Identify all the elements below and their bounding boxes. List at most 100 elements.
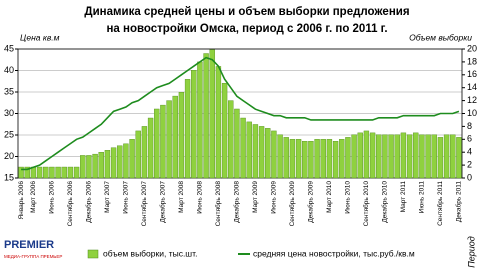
x-tick-label: Декабрь 2009: [307, 181, 315, 223]
bar: [431, 134, 437, 179]
bar: [295, 139, 302, 179]
bar: [456, 137, 462, 179]
bar: [302, 141, 308, 179]
y-tick-label: 20: [4, 151, 14, 161]
bar: [166, 100, 172, 179]
bar: [332, 141, 339, 179]
bar: [345, 137, 351, 179]
bar: [43, 166, 49, 179]
bar: [314, 139, 320, 179]
legend-swatch: [87, 249, 99, 259]
bar: [234, 108, 240, 179]
bar: [49, 166, 55, 179]
bar: [160, 104, 166, 179]
bar: [86, 155, 92, 179]
bar: [55, 166, 61, 179]
bar: [98, 151, 104, 179]
x-tick-label: Июнь 2006: [49, 181, 56, 214]
x-tick-label: Март 2011: [400, 181, 407, 213]
x-tick-label: Сентябрь 2006: [66, 181, 74, 227]
x-tick-label: Март 2010: [326, 181, 333, 213]
bar: [400, 132, 407, 179]
bar: [184, 79, 191, 179]
x-tick-label: Март 2008: [178, 181, 185, 213]
y-tick-label: 45: [4, 43, 14, 53]
bar: [277, 134, 283, 179]
x-tick-label: Декабрь 2008: [233, 181, 241, 223]
x-tick-label: Декабрь 2010: [381, 181, 389, 223]
bar: [357, 132, 363, 179]
bar: [376, 134, 382, 179]
legend-label: объем выборки, тыс.шт.: [103, 248, 197, 258]
bar: [351, 134, 357, 179]
y-axis-label: Цена кв.м: [20, 32, 60, 42]
y2-tick-label: 10: [467, 108, 477, 118]
chart-title: Динамика средней цены и объем выборки пр…: [84, 6, 409, 18]
bar: [197, 61, 203, 179]
x-tick-label: Декабрь 2007: [159, 181, 167, 223]
bar: [443, 134, 450, 179]
bar: [129, 139, 135, 179]
y2-tick-label: 16: [467, 69, 477, 79]
y-tick-label: 40: [4, 65, 14, 75]
logo-subtitle: МЕДИА-ГРУППА ПРЕМЬЕР: [4, 254, 62, 259]
y2-tick-label: 4: [467, 147, 472, 157]
bar: [289, 139, 296, 179]
bar: [24, 166, 30, 179]
y-tick-label: 15: [4, 172, 14, 182]
bar: [394, 134, 400, 179]
line: [21, 56, 460, 171]
bar: [178, 92, 185, 179]
bar: [271, 130, 277, 179]
bar: [228, 100, 234, 179]
bar: [18, 166, 24, 179]
logo: PREMIER: [4, 239, 54, 251]
bar: [369, 132, 376, 179]
bar: [209, 49, 215, 179]
y2-tick-label: 20: [467, 43, 477, 53]
bar: [240, 117, 246, 179]
bar: [308, 141, 314, 179]
x-tick-label: Март 2009: [252, 181, 259, 213]
x-tick-label: Июнь 2011: [419, 181, 426, 214]
x-axis-label: Период: [466, 236, 476, 268]
x-tick-label: Июнь 2007: [123, 181, 130, 214]
bar: [221, 82, 228, 179]
bar: [92, 153, 98, 179]
bar: [388, 134, 394, 179]
bar: [215, 66, 222, 179]
chart-title: на новостройки Омска, период с 2006 г. п…: [106, 23, 387, 35]
bar: [73, 166, 80, 179]
bar: [67, 166, 74, 179]
bar: [450, 134, 456, 179]
bar: [203, 53, 209, 179]
bar: [363, 130, 370, 179]
y-tick-label: 25: [4, 129, 14, 139]
bar: [406, 134, 413, 179]
bar: [320, 139, 326, 179]
bar: [154, 108, 160, 179]
bar: [147, 117, 154, 179]
bar: [141, 126, 148, 179]
bar: [437, 137, 444, 179]
x-tick-label: Сентябрь 2009: [288, 181, 296, 227]
x-tick-label: Март 2006: [30, 181, 37, 213]
y2-tick-label: 8: [467, 121, 472, 131]
x-tick-label: Декабрь 2006: [85, 181, 93, 223]
x-tick-label: Сентябрь 2011: [436, 181, 444, 226]
bar: [191, 70, 197, 179]
x-tick-label: Январь 2006: [18, 181, 25, 220]
x-tick-label: Июнь 2010: [345, 181, 352, 214]
x-tick-label: Июнь 2008: [197, 181, 204, 214]
bar: [123, 143, 129, 179]
bar: [413, 132, 419, 179]
bar: [172, 95, 178, 179]
y-tick-label: 35: [4, 86, 14, 96]
bar: [326, 139, 333, 179]
bar: [265, 128, 271, 179]
bar: [135, 130, 141, 179]
y2-tick-label: 6: [467, 134, 472, 144]
y2-tick-label: 2: [467, 159, 472, 169]
